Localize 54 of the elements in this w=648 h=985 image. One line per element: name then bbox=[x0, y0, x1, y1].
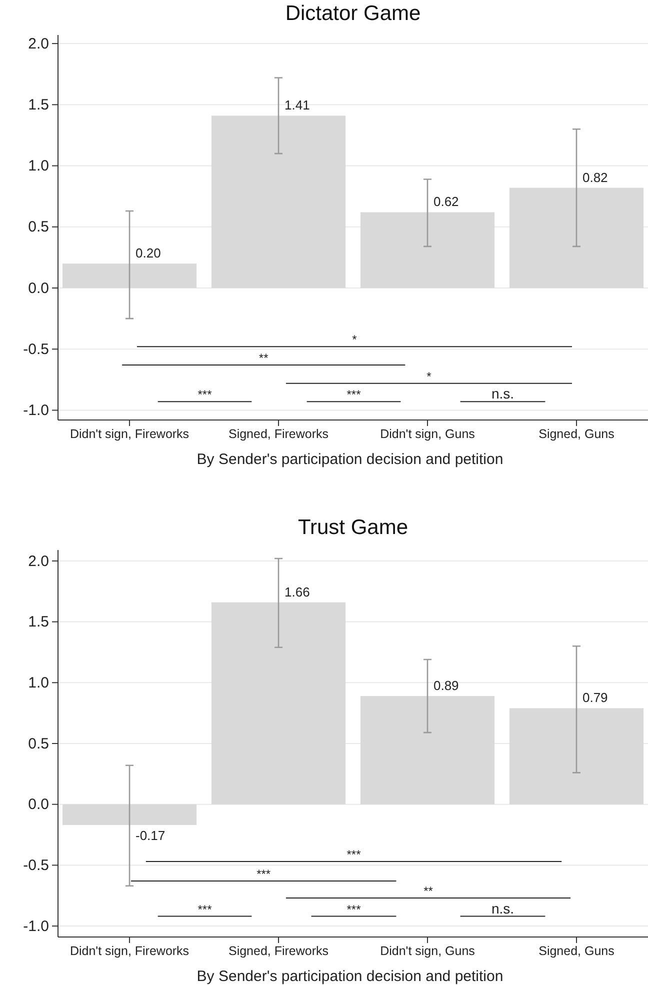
y-tick-label: 0.0 bbox=[28, 796, 49, 814]
annotation: *** bbox=[198, 902, 212, 916]
annotation: *** bbox=[256, 867, 271, 882]
data-label: 1.66 bbox=[284, 584, 310, 600]
x-tick-label: Didn't sign, Fireworks bbox=[70, 426, 190, 441]
x-axis-title: By Sender's participation decision and petition bbox=[196, 968, 504, 985]
bar bbox=[509, 708, 644, 804]
data-label: 0.79 bbox=[582, 690, 608, 706]
annotation: * bbox=[352, 332, 358, 347]
data-label: 0.82 bbox=[582, 170, 608, 185]
bar bbox=[211, 602, 346, 804]
x-tick-label: Signed, Fireworks bbox=[228, 944, 329, 958]
x-tick-label: Signed, Fireworks bbox=[228, 426, 329, 441]
bar bbox=[62, 264, 197, 288]
bar bbox=[360, 696, 495, 804]
y-tick-label: 2.0 bbox=[28, 552, 49, 570]
x-axis-title: By Sender's participation decision and petition bbox=[196, 451, 504, 468]
chart-title: Dictator Game bbox=[285, 2, 421, 25]
annotation: *** bbox=[346, 388, 362, 402]
bar bbox=[360, 212, 495, 288]
x-tick-label: Signed, Guns bbox=[538, 426, 614, 441]
y-tick-label: -1.0 bbox=[23, 402, 49, 420]
annotation: n.s. bbox=[491, 900, 514, 916]
data-label: 0.62 bbox=[433, 194, 459, 210]
annotation: *** bbox=[346, 902, 362, 916]
y-tick-label: -0.5 bbox=[23, 857, 49, 874]
data-label: -0.17 bbox=[136, 828, 166, 844]
x-tick-label: Didn't sign, Guns bbox=[380, 944, 475, 958]
y-tick-label: 0.0 bbox=[28, 280, 49, 297]
bar bbox=[509, 188, 644, 288]
data-label: 1.41 bbox=[284, 98, 310, 113]
y-tick-label: 1.0 bbox=[28, 158, 49, 175]
annotation: n.s. bbox=[491, 386, 514, 402]
data-label: 0.20 bbox=[136, 246, 161, 261]
y-tick-label: 1.5 bbox=[28, 614, 49, 631]
annotation: *** bbox=[346, 848, 362, 862]
y-tick-label: -1.0 bbox=[23, 918, 49, 935]
annotation: * bbox=[426, 369, 432, 384]
y-tick-label: 1.5 bbox=[28, 96, 49, 114]
y-tick-label: -0.5 bbox=[23, 340, 49, 358]
y-tick-label: 2.0 bbox=[28, 35, 49, 52]
chart-title: Trust Game bbox=[298, 516, 408, 539]
annotation: ** bbox=[424, 884, 434, 898]
y-tick-label: 1.0 bbox=[28, 674, 49, 692]
y-tick-label: 0.5 bbox=[28, 218, 49, 236]
x-tick-label: Signed, Guns bbox=[538, 944, 614, 958]
x-tick-label: Didn't sign, Fireworks bbox=[70, 944, 190, 958]
y-tick-label: 0.5 bbox=[28, 735, 49, 752]
bar bbox=[211, 116, 346, 288]
bar bbox=[62, 804, 197, 826]
annotation: *** bbox=[198, 388, 212, 402]
data-label: 0.89 bbox=[433, 678, 459, 694]
annotation: ** bbox=[258, 351, 269, 365]
x-tick-label: Didn't sign, Guns bbox=[380, 426, 475, 441]
